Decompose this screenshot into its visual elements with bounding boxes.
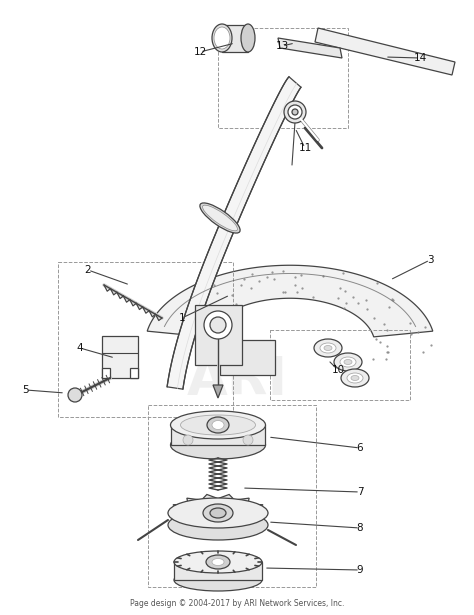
- Circle shape: [204, 311, 232, 339]
- Ellipse shape: [292, 109, 298, 115]
- Text: 14: 14: [413, 53, 427, 63]
- Polygon shape: [222, 25, 248, 52]
- Polygon shape: [171, 425, 265, 445]
- Polygon shape: [195, 305, 242, 365]
- Text: 3: 3: [427, 255, 433, 265]
- Text: 5: 5: [23, 385, 29, 395]
- Ellipse shape: [174, 569, 262, 591]
- Text: 8: 8: [357, 523, 363, 533]
- Circle shape: [183, 435, 193, 445]
- Ellipse shape: [206, 555, 230, 569]
- Ellipse shape: [341, 369, 369, 387]
- Ellipse shape: [200, 203, 240, 233]
- Text: 12: 12: [193, 47, 207, 57]
- Text: 9: 9: [357, 565, 363, 575]
- Polygon shape: [278, 38, 342, 58]
- Ellipse shape: [171, 431, 265, 459]
- Text: 1: 1: [179, 313, 185, 323]
- Text: ARI: ARI: [186, 354, 288, 406]
- Text: 7: 7: [357, 487, 363, 497]
- Ellipse shape: [347, 373, 363, 383]
- Ellipse shape: [210, 508, 226, 518]
- Ellipse shape: [207, 417, 229, 433]
- Bar: [270, 330, 410, 400]
- Text: 11: 11: [298, 143, 311, 153]
- Circle shape: [243, 435, 253, 445]
- Ellipse shape: [288, 105, 302, 119]
- Polygon shape: [147, 265, 433, 337]
- Text: 10: 10: [331, 365, 345, 375]
- Polygon shape: [220, 340, 275, 375]
- Ellipse shape: [214, 27, 230, 49]
- Ellipse shape: [284, 101, 306, 123]
- Ellipse shape: [202, 205, 237, 231]
- Bar: [102, 368, 110, 378]
- Polygon shape: [168, 494, 268, 531]
- Bar: [102, 336, 138, 378]
- Polygon shape: [315, 28, 455, 75]
- Ellipse shape: [351, 376, 359, 381]
- Ellipse shape: [324, 346, 332, 351]
- Ellipse shape: [212, 24, 232, 52]
- Text: 6: 6: [357, 443, 363, 453]
- Text: 13: 13: [275, 41, 289, 51]
- Ellipse shape: [344, 360, 352, 365]
- Polygon shape: [213, 385, 223, 398]
- Ellipse shape: [168, 510, 268, 540]
- Ellipse shape: [181, 415, 255, 435]
- Ellipse shape: [320, 343, 336, 353]
- Bar: [218, 28, 348, 128]
- Bar: [58, 262, 233, 417]
- Circle shape: [68, 388, 82, 402]
- Polygon shape: [167, 77, 301, 389]
- Ellipse shape: [212, 558, 224, 566]
- Ellipse shape: [340, 357, 356, 367]
- Circle shape: [210, 317, 226, 333]
- Ellipse shape: [212, 421, 224, 429]
- Bar: [130, 368, 138, 378]
- Ellipse shape: [241, 24, 255, 52]
- Polygon shape: [174, 562, 262, 580]
- Bar: [148, 405, 316, 587]
- Text: Page design © 2004-2017 by ARI Network Services, Inc.: Page design © 2004-2017 by ARI Network S…: [130, 599, 344, 608]
- Ellipse shape: [334, 353, 362, 371]
- Ellipse shape: [203, 504, 233, 522]
- Ellipse shape: [168, 498, 268, 528]
- Text: 2: 2: [85, 265, 91, 275]
- Text: 4: 4: [77, 343, 83, 353]
- Ellipse shape: [171, 411, 265, 439]
- Ellipse shape: [174, 551, 262, 573]
- Ellipse shape: [314, 339, 342, 357]
